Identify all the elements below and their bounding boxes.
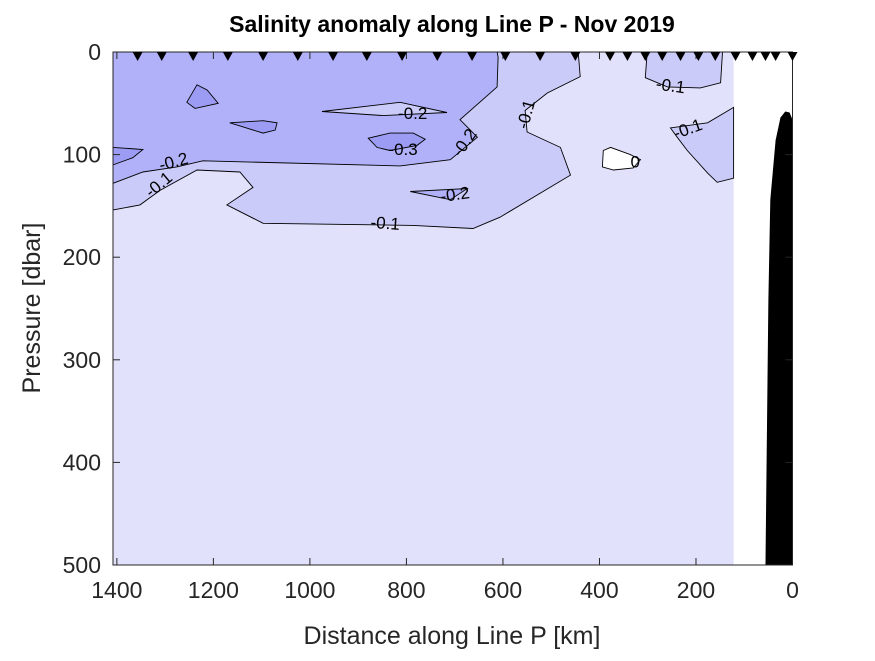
contour-label: 0	[630, 152, 639, 171]
station-marker-icon	[622, 52, 633, 61]
contour-label: -0.2	[398, 104, 427, 123]
contour-region-7	[229, 120, 278, 134]
y-axis-label: Pressure [dbar]	[18, 223, 46, 394]
station-marker-icon	[432, 52, 443, 61]
y-tick-label: 300	[63, 347, 101, 373]
station-marker-icon	[675, 52, 686, 61]
x-tick-label: 0	[786, 577, 799, 603]
contour-region-5	[410, 187, 469, 201]
x-tick-label: 600	[484, 577, 522, 603]
x-tick-label: 200	[677, 577, 715, 603]
station-marker-icon	[747, 52, 758, 61]
station-marker-icon	[657, 52, 668, 61]
contour-label: -0.3	[388, 140, 417, 159]
station-marker-icon	[710, 52, 721, 61]
station-marker-icon	[361, 52, 372, 61]
station-marker-icon	[770, 52, 781, 61]
y-tick-label: 100	[63, 142, 101, 168]
axes-box	[112, 51, 793, 566]
station-marker-icon	[188, 52, 199, 61]
station-marker-icon	[693, 52, 704, 61]
station-marker-icon	[258, 52, 269, 61]
station-marker-icon	[397, 52, 408, 61]
station-marker-icon	[500, 52, 511, 61]
plot-area: -0.2-0.3 -0.2-0.2-0.1 -0.2-0.1-0.1-0.1-0.1…	[112, 51, 793, 566]
station-marker-icon	[292, 52, 303, 61]
station-marker-icon	[640, 52, 651, 61]
contour-region-10	[601, 146, 642, 171]
chart-title: Salinity anomaly along Line P - Nov 2019	[229, 11, 675, 37]
station-marker-icon	[730, 52, 741, 61]
station-marker-icon	[787, 52, 798, 61]
contour-label: -0.2	[439, 183, 471, 206]
contour-region-8	[367, 132, 427, 151]
y-tick-label: 400	[63, 449, 101, 475]
x-axis-label: Distance along Line P [km]	[304, 622, 601, 650]
station-marker-icon	[132, 52, 143, 61]
station-marker-icon	[222, 52, 233, 61]
axes: 0 200 400 600 800 1000 1200 1400 0 100 200 300 400 50…	[63, 39, 799, 603]
x-tick-label: 1200	[188, 577, 239, 603]
x-tick-label: 1400	[91, 577, 142, 603]
y-tick-label: 200	[63, 244, 101, 270]
bathymetry	[765, 111, 793, 566]
x-tick-label: 400	[580, 577, 618, 603]
contour-region-6	[186, 84, 220, 109]
x-tick-label: 1000	[284, 577, 335, 603]
y-tick-label: 0	[88, 39, 101, 65]
station-marker-icon	[570, 52, 581, 61]
contour-label: -0.1	[370, 213, 401, 234]
station-marker-icon	[535, 52, 546, 61]
station-marker-icon	[156, 52, 167, 61]
station-marker-icon	[605, 52, 616, 61]
x-tick-label: 800	[387, 577, 425, 603]
station-marker-icon	[328, 52, 339, 61]
y-tick-label: 500	[63, 552, 101, 578]
station-marker-icon	[760, 52, 771, 61]
station-marker-icon	[467, 52, 478, 61]
contour-region-2	[669, 106, 735, 183]
contour-region-3	[112, 51, 499, 184]
contour-label: -0.1	[655, 74, 687, 97]
contour-region-4	[321, 101, 448, 117]
